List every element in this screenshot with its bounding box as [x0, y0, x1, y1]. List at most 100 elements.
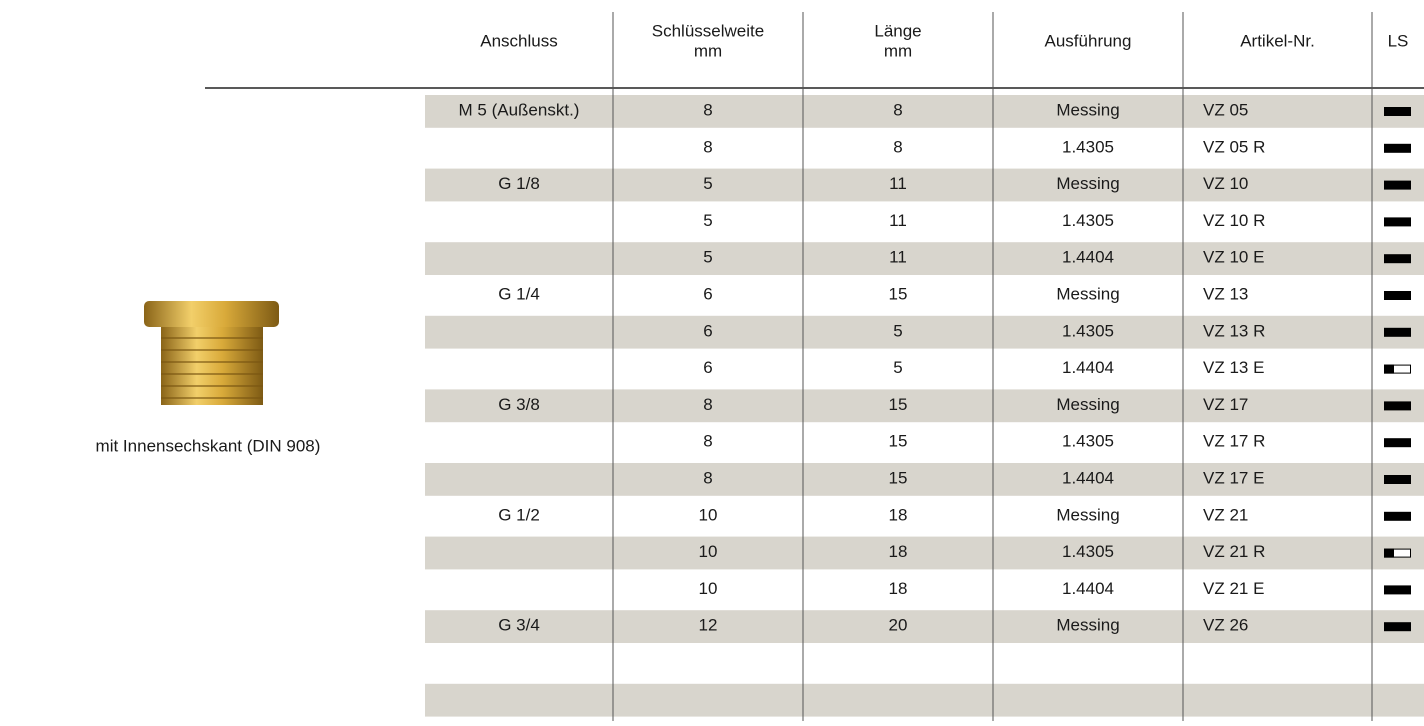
page: mit Innensechskant (DIN 908) Anschluss Sc… [0, 0, 1424, 721]
product-image [144, 301, 279, 405]
stock-icon [1384, 438, 1411, 447]
table-cell: G 1/4 [498, 284, 540, 303]
table-cell: Messing [1056, 616, 1119, 635]
stock-icon [1384, 475, 1411, 484]
table-cell: 11 [889, 248, 907, 267]
stock-icon [1384, 401, 1411, 410]
table-cell: 1.4404 [1062, 248, 1114, 267]
table-cell: 5 [893, 321, 902, 340]
table-cell: 10 [699, 579, 718, 598]
stock-icon [1384, 107, 1411, 116]
stock-icon [1384, 254, 1411, 263]
table-cell: 15 [889, 432, 908, 451]
table-cell: 8 [703, 432, 712, 451]
table-cell: 8 [703, 137, 712, 156]
column-header: Schlüsselweite [652, 21, 764, 40]
table-cell: 10 [699, 542, 718, 561]
stock-icon [1384, 181, 1411, 190]
table-cell: 1.4404 [1062, 579, 1114, 598]
product-caption: mit Innensechskant (DIN 908) [96, 436, 321, 455]
table-cell: VZ 10 R [1203, 211, 1265, 230]
column-header: Artikel-Nr. [1240, 31, 1315, 50]
table-cell: M 5 (Außenskt.) [459, 100, 580, 119]
table-cell: VZ 05 R [1203, 137, 1265, 156]
stock-icon [1384, 291, 1411, 300]
table-cell: 1.4305 [1062, 542, 1114, 561]
table-cell: G 3/8 [498, 395, 540, 414]
table-cell: Messing [1056, 505, 1119, 524]
table-cell: VZ 17 [1203, 395, 1248, 414]
table-cell: 18 [889, 505, 908, 524]
row-band [425, 169, 1424, 202]
stock-icon [1384, 328, 1411, 337]
table-cell: 8 [703, 468, 712, 487]
row-band [425, 610, 1424, 643]
table-cell: 1.4305 [1062, 321, 1114, 340]
column-header: Länge [874, 21, 921, 40]
row-band [425, 537, 1424, 570]
stock-icon [1384, 144, 1411, 153]
table-cell: 6 [703, 321, 712, 340]
row-band [425, 316, 1424, 349]
stock-icon [1384, 512, 1411, 521]
table-cell: 5 [703, 174, 712, 193]
table-cell: VZ 13 [1203, 284, 1248, 303]
row-band [425, 684, 1424, 717]
row-band [425, 242, 1424, 275]
table-cell: VZ 10 [1203, 174, 1248, 193]
table-cell: 1.4404 [1062, 468, 1114, 487]
table-cell: Messing [1056, 174, 1119, 193]
table-cell: 11 [889, 174, 907, 193]
column-header: mm [694, 41, 722, 60]
table-cell: VZ 10 E [1203, 248, 1264, 267]
row-band [425, 463, 1424, 496]
table-cell: 6 [703, 284, 712, 303]
table-cell: 5 [703, 211, 712, 230]
table-cell: 10 [699, 505, 718, 524]
stock-icon [1384, 217, 1411, 226]
column-header: Anschluss [480, 31, 557, 50]
table-cell: VZ 05 [1203, 100, 1248, 119]
table-cell: VZ 17 E [1203, 468, 1264, 487]
table-cell: 15 [889, 395, 908, 414]
table-cell: 11 [889, 211, 907, 230]
table-cell: 18 [889, 579, 908, 598]
stock-icon [1384, 585, 1411, 594]
column-header: Ausführung [1045, 31, 1132, 50]
table-cell: 1.4305 [1062, 211, 1114, 230]
table-cell: VZ 17 R [1203, 432, 1265, 451]
table-cell: 18 [889, 542, 908, 561]
column-header: mm [884, 41, 912, 60]
row-band [425, 389, 1424, 422]
table-cell: 8 [703, 395, 712, 414]
table-cell: 8 [893, 137, 902, 156]
stock-icon-fill [1384, 365, 1394, 374]
stock-icon-fill [1384, 549, 1394, 558]
table-cell: 15 [889, 468, 908, 487]
table-cell: 15 [889, 284, 908, 303]
table-cell: 1.4305 [1062, 432, 1114, 451]
table-cell: 12 [699, 616, 718, 635]
table-cell: VZ 21 R [1203, 542, 1265, 561]
table-cell: 5 [703, 248, 712, 267]
table-cell: 8 [893, 100, 902, 119]
table-cell: VZ 21 E [1203, 579, 1264, 598]
stock-icon [1384, 622, 1411, 631]
table-cell: 1.4404 [1062, 358, 1114, 377]
table-cell: 5 [893, 358, 902, 377]
table-cell: 6 [703, 358, 712, 377]
table-cell: 8 [703, 100, 712, 119]
table-cell: 1.4305 [1062, 137, 1114, 156]
table-cell: G 3/4 [498, 616, 540, 635]
column-header: LS [1388, 31, 1409, 50]
table-cell: G 1/8 [498, 174, 540, 193]
table-cell: Messing [1056, 100, 1119, 119]
table-cell: 20 [889, 616, 908, 635]
table-cell: VZ 13 E [1203, 358, 1264, 377]
table-cell: Messing [1056, 395, 1119, 414]
table-cell: VZ 13 R [1203, 321, 1265, 340]
table-cell: VZ 21 [1203, 505, 1248, 524]
table-cell: Messing [1056, 284, 1119, 303]
table-cell: G 1/2 [498, 505, 540, 524]
table-cell: VZ 26 [1203, 616, 1248, 635]
